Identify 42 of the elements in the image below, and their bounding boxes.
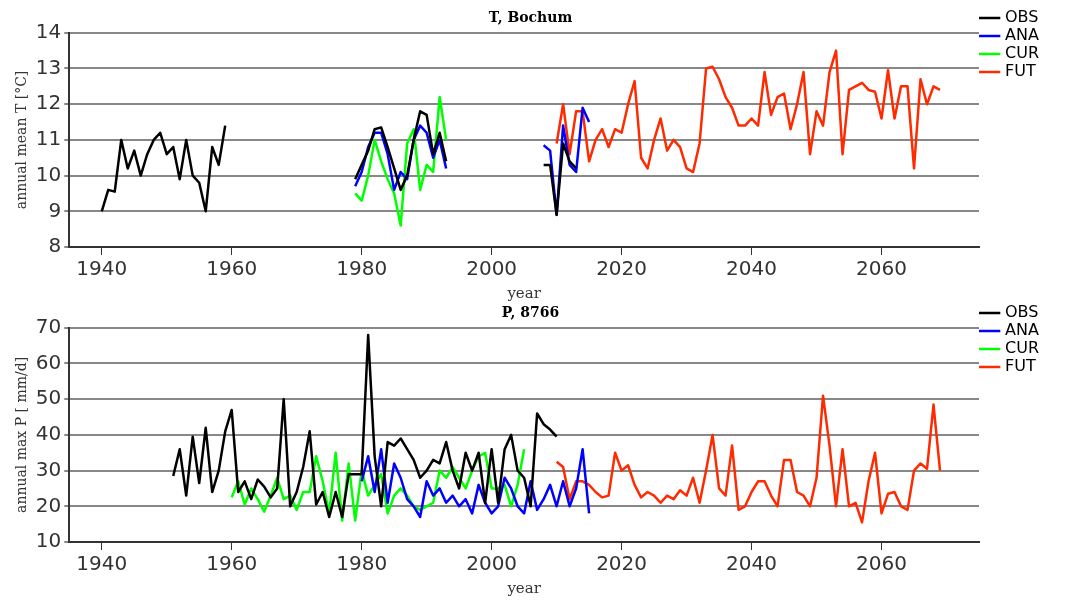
y-tick-label: 8 <box>48 233 62 258</box>
y-tick-label: 50 <box>35 385 62 410</box>
legend-label: FUT <box>1005 356 1036 376</box>
x-tick-label: 2040 <box>726 256 778 281</box>
y-tick-label: 10 <box>35 161 62 186</box>
y-tick-label: 13 <box>35 54 62 79</box>
x-axis-title: year <box>506 283 542 302</box>
x-tick-label: 2060 <box>856 551 907 576</box>
x-tick-label: 2020 <box>596 551 648 576</box>
x-tick-label: 2000 <box>466 551 518 576</box>
y-tick-label: 70 <box>35 314 62 338</box>
y-tick-label: 40 <box>35 421 62 446</box>
x-tick-label: 2040 <box>726 551 778 576</box>
y-tick-label: 30 <box>35 456 62 481</box>
x-tick-label: 1960 <box>206 551 258 576</box>
y-tick-label: 9 <box>48 197 62 222</box>
legend-label: CUR <box>1005 338 1039 358</box>
x-tick-label: 1980 <box>336 256 388 281</box>
legend-label: CUR <box>1005 43 1039 63</box>
legend-label: OBS <box>1005 302 1039 322</box>
x-axis-title: year <box>506 578 542 597</box>
x-tick-label: 1980 <box>336 551 388 576</box>
x-tick-label: 2000 <box>466 256 518 281</box>
y-tick-label: 10 <box>35 528 62 553</box>
y-tick-label: 20 <box>35 492 62 517</box>
chart-title: P, 8766 <box>501 304 560 321</box>
x-tick-label: 1940 <box>76 551 128 576</box>
legend-label: ANA <box>1005 320 1039 340</box>
y-axis-title: annual max P [ mm/d] <box>13 356 30 513</box>
y-tick-label: 12 <box>35 90 62 115</box>
x-tick-label: 1960 <box>206 256 258 281</box>
chart-title: T, Bochum <box>488 9 573 26</box>
x-tick-label: 2060 <box>856 256 907 281</box>
y-axis-title: annual mean T [°C] <box>13 70 30 210</box>
legend-label: OBS <box>1005 7 1039 27</box>
x-tick-label: 2020 <box>596 256 648 281</box>
x-tick-label: 1940 <box>76 256 128 281</box>
y-tick-label: 14 <box>35 19 62 43</box>
legend-label: FUT <box>1005 61 1036 81</box>
y-tick-label: 11 <box>35 126 62 151</box>
legend-label: ANA <box>1005 25 1039 45</box>
y-tick-label: 60 <box>35 349 62 374</box>
